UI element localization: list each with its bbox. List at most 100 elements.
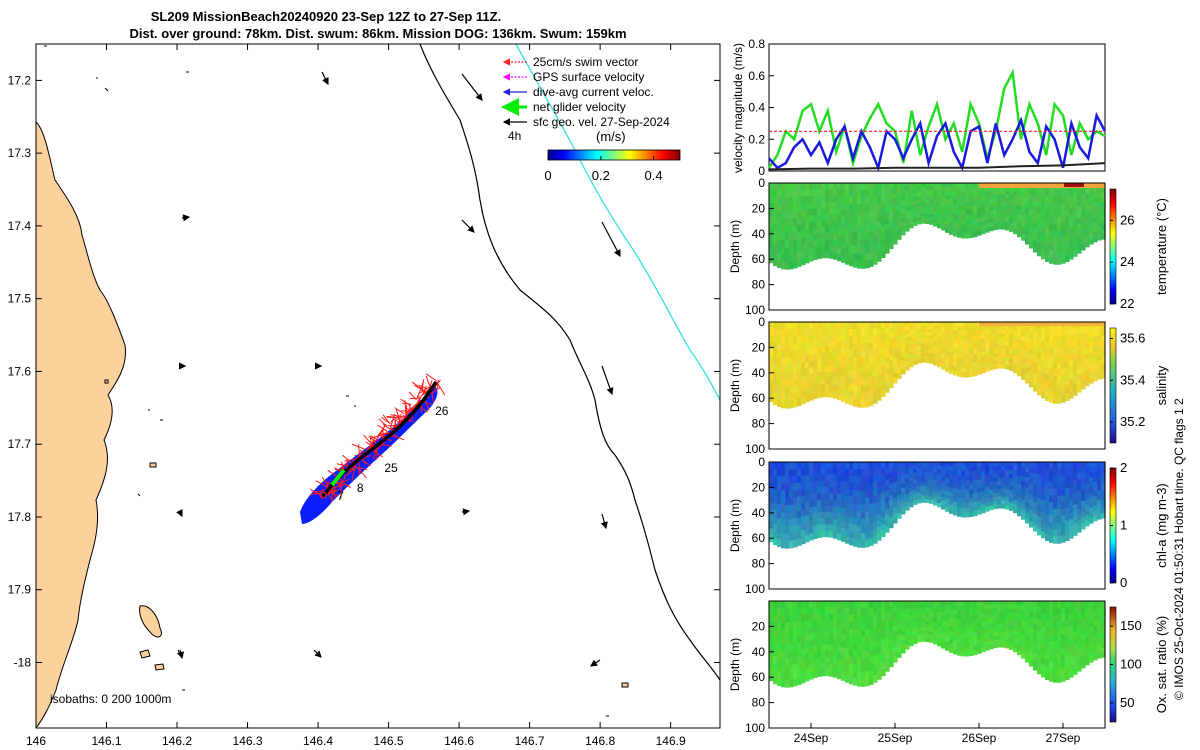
section-cell bbox=[1073, 480, 1078, 487]
section-cell bbox=[781, 526, 786, 534]
section-cell bbox=[801, 390, 806, 398]
section-cell bbox=[961, 480, 966, 486]
section-cell bbox=[993, 214, 998, 219]
section-cell bbox=[821, 511, 826, 519]
section-cell bbox=[873, 661, 878, 670]
section-cell bbox=[1077, 514, 1082, 521]
section-cell bbox=[877, 328, 882, 336]
section-cell bbox=[773, 238, 778, 246]
section-cell bbox=[1013, 500, 1018, 505]
section-cell bbox=[949, 208, 954, 214]
section-cell bbox=[973, 330, 978, 336]
section-cell bbox=[1089, 502, 1094, 509]
section-cell bbox=[1077, 339, 1082, 346]
section-cell bbox=[873, 210, 878, 218]
section-cell bbox=[1093, 207, 1098, 213]
section-cell bbox=[897, 508, 902, 515]
section-cell bbox=[925, 478, 930, 483]
section-cell bbox=[893, 621, 898, 627]
section-cell bbox=[893, 487, 898, 494]
section-cell bbox=[865, 190, 870, 198]
section-cell bbox=[885, 647, 890, 655]
section-cell bbox=[1017, 196, 1022, 202]
section-cell bbox=[813, 664, 818, 672]
section-cell bbox=[853, 525, 858, 533]
section-cell bbox=[873, 189, 878, 198]
section-cell bbox=[1013, 470, 1018, 476]
section-cell bbox=[917, 196, 922, 201]
section-cell bbox=[905, 342, 910, 347]
section-cell bbox=[1005, 198, 1010, 204]
section-cell bbox=[837, 481, 842, 489]
section-cell bbox=[773, 342, 778, 351]
section-cell bbox=[985, 211, 990, 217]
section-cell bbox=[1077, 229, 1082, 237]
section-cell bbox=[1081, 473, 1086, 480]
section-cell bbox=[969, 493, 974, 499]
section-cell bbox=[965, 335, 970, 341]
section-cell bbox=[1093, 654, 1098, 661]
section-cell bbox=[921, 617, 926, 622]
section-cell bbox=[1081, 506, 1086, 513]
section-cell bbox=[905, 195, 910, 200]
section-cell bbox=[1013, 208, 1018, 214]
section-cell bbox=[869, 531, 874, 539]
section-cell bbox=[857, 378, 862, 387]
section-cell bbox=[769, 515, 774, 523]
section-cell bbox=[953, 348, 958, 354]
section-cell bbox=[905, 211, 910, 216]
section-cell bbox=[885, 467, 890, 475]
section-cell bbox=[1005, 329, 1010, 335]
swim-vector bbox=[337, 479, 350, 485]
section-cell bbox=[981, 368, 986, 374]
section-cell bbox=[1045, 514, 1050, 522]
section-cell bbox=[1065, 666, 1070, 674]
section-cell bbox=[985, 605, 990, 610]
section-cell bbox=[897, 494, 902, 501]
section-cell bbox=[953, 183, 958, 188]
section-cell bbox=[953, 649, 958, 655]
section-cell bbox=[1001, 345, 1006, 350]
section-cell bbox=[877, 514, 882, 522]
section-cell bbox=[1049, 482, 1054, 490]
section-cell bbox=[977, 326, 982, 332]
section-cell bbox=[1097, 495, 1102, 501]
section-cell bbox=[861, 218, 866, 227]
section-cell bbox=[1061, 641, 1066, 649]
section-cell bbox=[825, 530, 830, 538]
section-cell bbox=[869, 384, 874, 392]
section-cell bbox=[1037, 231, 1042, 239]
section-cell bbox=[1089, 646, 1094, 653]
section-cell bbox=[989, 489, 994, 495]
section-cell bbox=[921, 196, 926, 201]
section-cell bbox=[973, 348, 978, 354]
section-cell bbox=[849, 390, 854, 399]
section-cell bbox=[917, 186, 922, 191]
section-cell bbox=[969, 232, 974, 238]
section-cell bbox=[785, 322, 790, 330]
section-cell bbox=[889, 327, 894, 334]
section-cell bbox=[965, 219, 970, 225]
section-cell bbox=[781, 672, 786, 681]
section-cell bbox=[985, 466, 990, 471]
section-cell bbox=[829, 340, 834, 348]
section-cell bbox=[813, 651, 818, 659]
section-cell bbox=[837, 215, 842, 223]
section-cell bbox=[1005, 481, 1010, 486]
section-cell bbox=[969, 362, 974, 368]
section-cell bbox=[797, 677, 802, 685]
section-cell bbox=[869, 482, 874, 491]
section-cell bbox=[1077, 491, 1082, 498]
section-cell bbox=[1013, 326, 1018, 331]
section-cell bbox=[885, 194, 890, 202]
section-cell bbox=[1081, 383, 1086, 390]
section-cell bbox=[853, 504, 858, 512]
section-cell bbox=[953, 614, 958, 620]
section-cell bbox=[913, 497, 918, 502]
section-cell bbox=[1001, 360, 1006, 365]
section-cell bbox=[1057, 355, 1062, 364]
section-cell bbox=[833, 183, 838, 190]
section-cell bbox=[969, 322, 974, 328]
section-cell bbox=[1013, 495, 1018, 501]
section-cell bbox=[801, 356, 806, 364]
